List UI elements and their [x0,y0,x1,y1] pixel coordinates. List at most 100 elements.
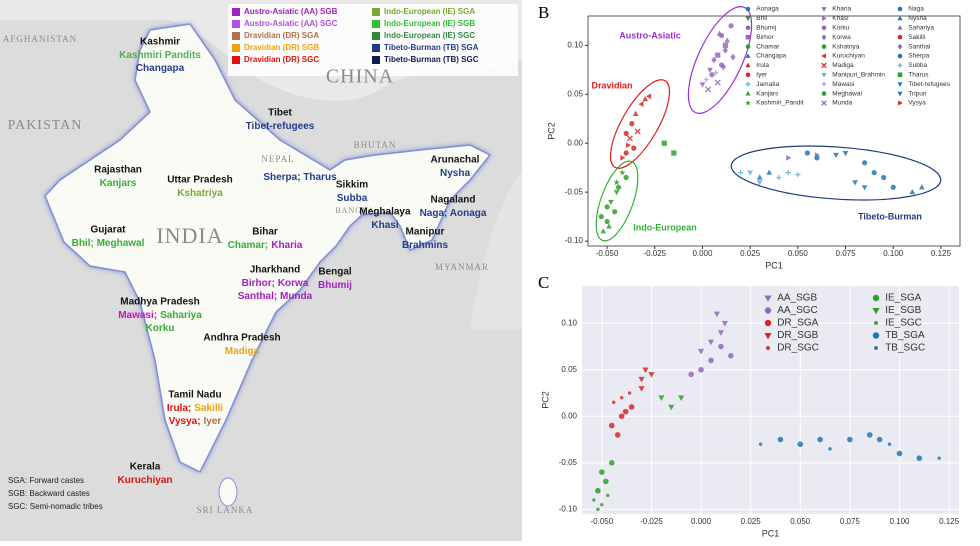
legend-marker [897,72,903,78]
x-tick-label: 0.075 [840,517,861,526]
legend-marker [821,91,827,96]
country-label: CHINA [326,66,394,88]
legend-label: Irula [756,62,769,69]
population-name: Kuruchiyan [117,475,172,486]
legend-marker [874,321,878,325]
data-point [604,204,610,210]
cluster-ellipse [687,6,753,114]
legend-label: Tibeto-Burman (TB) SGC [384,55,479,64]
legend-marker [745,25,751,31]
legend-marker [821,53,826,59]
region-name: Kerala [130,462,161,473]
legend-label: Iyer [756,72,768,79]
population-name: Chamar; [228,240,269,251]
data-point [728,23,734,29]
data-point [596,507,600,512]
population-name: Iyer [204,416,222,427]
population-line: Brahmins [402,240,449,251]
data-point [608,422,615,429]
x-tick-label: -0.050 [590,517,613,526]
cluster-ellipse [609,79,671,169]
legend-label: Tibet-refugees [908,81,950,88]
data-point [698,366,704,373]
x-tick-label: 0.125 [931,249,952,258]
region-name: Andhra Pradesh [203,333,280,344]
x-tick-label: -0.025 [643,249,666,258]
data-point [721,320,728,327]
data-point [623,130,629,137]
legend-label: Indo-European (IE) SGC [384,31,475,40]
data-point [623,174,629,181]
data-point [638,376,645,383]
map-labels: AFGHANISTAN PAKISTAN INDIA CHINA NEPAL BHUTAN… [3,7,488,515]
data-point [890,184,896,190]
data-point [795,171,801,178]
legend-label: DR_SGB [777,330,818,341]
data-point [634,128,641,135]
population-line: Vysya; Iyer [169,416,222,427]
legend-label: Austro-Asiatic (AA) SGB [244,7,338,16]
x-tick-label: 0.075 [836,249,857,258]
x-axis-label: PC1 [762,528,780,538]
data-point [871,169,877,176]
population-name: Kashmiri Pandits [119,50,201,61]
legend-marker [874,346,878,350]
legend-marker [821,25,827,31]
data-point [707,339,715,346]
data-point [718,343,724,350]
legend-label: Naga [908,6,924,13]
legend-label: Subba [908,62,927,69]
legend-marker [821,81,827,87]
population-name: Korku [146,323,175,334]
population-name: Birhor; Korwa [242,278,309,289]
region-name: Jharkhand [250,265,301,276]
data-point [620,395,624,400]
legend-label: Indo-European (IE) SGB [384,19,475,28]
legend-marker [872,294,880,302]
data-point [828,447,832,451]
legend-label: Meghawal [832,90,862,97]
x-tick-label: 0.100 [889,517,910,526]
legend-marker [897,53,903,59]
x-tick-label: -0.050 [596,249,619,258]
note: SGB: Backward castes [8,489,90,498]
population-name: Changapa [136,63,185,74]
data-point [876,436,883,443]
data-point [804,150,810,156]
data-point [608,199,614,206]
data-point [814,155,820,161]
legend-marker [872,307,880,315]
population-name: Santhal; Munda [238,291,313,302]
country-label: SRI LANKA [197,505,254,515]
legend-label: Kharia [832,6,851,13]
population-name: Irula; [167,403,191,414]
data-point [909,189,916,195]
population-name: Bhil; Meghawal [72,238,145,249]
population-name: Khasi [371,220,398,231]
legend-marker [897,63,903,68]
legend-marker [745,100,751,106]
population-line: Tibet-refugees [246,121,315,132]
map-terrain [470,170,522,330]
data-point [697,348,705,355]
legend-label: Tharus [908,72,929,79]
panel-label: B [538,3,549,22]
data-point [862,160,868,166]
population-line: Birhor; Korwa [242,278,309,289]
data-point [833,152,839,159]
data-point [722,46,728,54]
data-point [715,52,721,58]
annotation: Austro-Asiatic [619,30,681,40]
data-point [595,487,601,494]
legend-label: IE_SGA [885,293,921,304]
cluster-ellipse [595,160,639,242]
annotation: Tibeto-Burman [858,211,922,221]
legend-marker [764,307,772,314]
x-tick-label: 0.025 [741,517,762,526]
data-point [707,67,713,73]
legend-marker [745,34,751,40]
y-axis-label: PC2 [540,391,550,409]
legend-label: Austro-Asiatic (AA) SGC [244,19,338,28]
legend-marker [745,62,751,68]
